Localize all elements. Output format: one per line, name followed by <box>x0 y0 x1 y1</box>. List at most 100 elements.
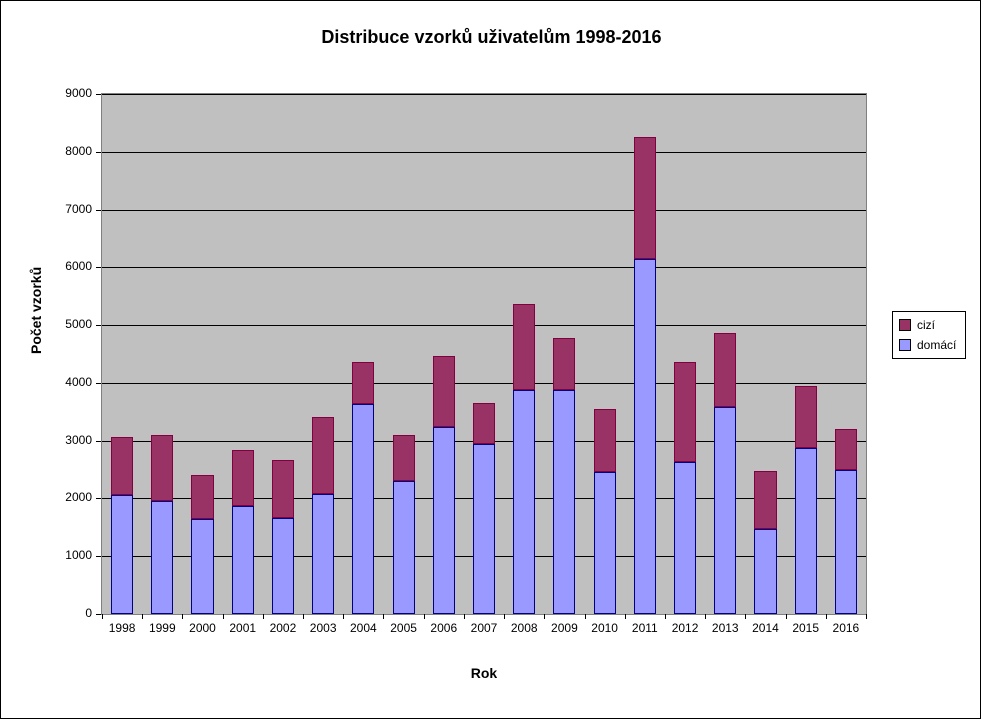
bar-cizi <box>594 409 616 472</box>
x-tick-label: 2009 <box>544 621 584 635</box>
x-tick <box>786 614 787 619</box>
y-tick-label: 2000 <box>32 490 92 504</box>
y-tick <box>96 94 101 95</box>
bar-domaci <box>553 390 575 614</box>
y-axis-title: Počet vzorků <box>28 267 44 354</box>
y-tick-label: 3000 <box>32 433 92 447</box>
y-tick-label: 1000 <box>32 548 92 562</box>
y-tick-label: 0 <box>32 606 92 620</box>
bar-domaci <box>513 390 535 614</box>
x-tick-label: 1998 <box>102 621 142 635</box>
y-tick <box>96 556 101 557</box>
x-tick-label: 2006 <box>424 621 464 635</box>
bar-domaci <box>754 529 776 614</box>
x-tick <box>343 614 344 619</box>
bar-domaci <box>151 501 173 614</box>
x-tick-label: 2010 <box>585 621 625 635</box>
gridline <box>102 210 866 211</box>
x-tick <box>665 614 666 619</box>
gridline <box>102 383 866 384</box>
x-tick <box>263 614 264 619</box>
x-tick-label: 2005 <box>384 621 424 635</box>
bar-domaci <box>191 519 213 614</box>
x-tick-label: 2001 <box>223 621 263 635</box>
y-tick <box>96 152 101 153</box>
bar-cizi <box>393 435 415 481</box>
plot-area <box>101 93 867 615</box>
x-tick <box>504 614 505 619</box>
bar-cizi <box>795 386 817 448</box>
y-tick-label: 9000 <box>32 86 92 100</box>
chart-title: Distribuce vzorků uživatelům 1998-2016 <box>1 27 981 48</box>
legend-item-cizi: cizí <box>899 318 959 332</box>
x-tick <box>745 614 746 619</box>
x-tick <box>102 614 103 619</box>
y-tick-label: 7000 <box>32 202 92 216</box>
x-tick <box>464 614 465 619</box>
y-tick <box>96 383 101 384</box>
chart-frame: Distribuce vzorků uživatelům 1998-2016 0… <box>0 0 981 719</box>
bar-cizi <box>553 338 575 390</box>
x-tick <box>223 614 224 619</box>
legend-item-domaci: domácí <box>899 338 959 352</box>
x-tick <box>705 614 706 619</box>
legend-swatch-domaci <box>899 339 911 351</box>
bar-cizi <box>151 435 173 501</box>
bar-domaci <box>795 448 817 614</box>
x-tick-label: 2016 <box>826 621 866 635</box>
x-axis-title: Rok <box>101 665 867 681</box>
bar-cizi <box>232 450 254 506</box>
bar-domaci <box>232 506 254 614</box>
bar-cizi <box>754 471 776 529</box>
gridline <box>102 267 866 268</box>
x-tick <box>585 614 586 619</box>
bar-domaci <box>674 462 696 614</box>
y-tick <box>96 614 101 615</box>
legend-label-cizi: cizí <box>917 318 935 332</box>
bar-domaci <box>594 472 616 614</box>
bar-domaci <box>835 470 857 614</box>
bar-domaci <box>473 444 495 614</box>
x-tick-label: 2002 <box>263 621 303 635</box>
bar-cizi <box>272 460 294 518</box>
gridline <box>102 152 866 153</box>
bar-cizi <box>312 417 334 494</box>
x-tick-label: 2004 <box>343 621 383 635</box>
x-tick-label: 2007 <box>464 621 504 635</box>
y-tick <box>96 441 101 442</box>
x-tick <box>424 614 425 619</box>
bar-cizi <box>473 403 495 443</box>
bar-domaci <box>393 481 415 614</box>
bar-cizi <box>433 356 455 427</box>
bar-domaci <box>714 407 736 614</box>
bar-domaci <box>312 494 334 614</box>
x-tick <box>866 614 867 619</box>
x-tick-label: 2013 <box>705 621 745 635</box>
y-tick <box>96 210 101 211</box>
gridline <box>102 94 866 95</box>
x-tick-label: 2011 <box>625 621 665 635</box>
x-tick-label: 2012 <box>665 621 705 635</box>
bar-domaci <box>111 495 133 614</box>
x-tick-label: 2003 <box>303 621 343 635</box>
x-tick-label: 2008 <box>504 621 544 635</box>
y-tick <box>96 267 101 268</box>
legend: cizí domácí <box>892 311 966 359</box>
x-tick <box>182 614 183 619</box>
x-tick-label: 2000 <box>183 621 223 635</box>
x-tick <box>625 614 626 619</box>
bar-cizi <box>634 137 656 259</box>
x-tick <box>826 614 827 619</box>
gridline <box>102 325 866 326</box>
bar-cizi <box>513 304 535 391</box>
x-tick <box>142 614 143 619</box>
x-tick-label: 1999 <box>142 621 182 635</box>
bar-cizi <box>191 475 213 518</box>
bar-domaci <box>272 518 294 614</box>
x-tick <box>303 614 304 619</box>
bar-cizi <box>674 362 696 463</box>
y-tick <box>96 498 101 499</box>
x-tick-label: 2014 <box>745 621 785 635</box>
bar-cizi <box>352 362 374 404</box>
bar-cizi <box>111 437 133 495</box>
